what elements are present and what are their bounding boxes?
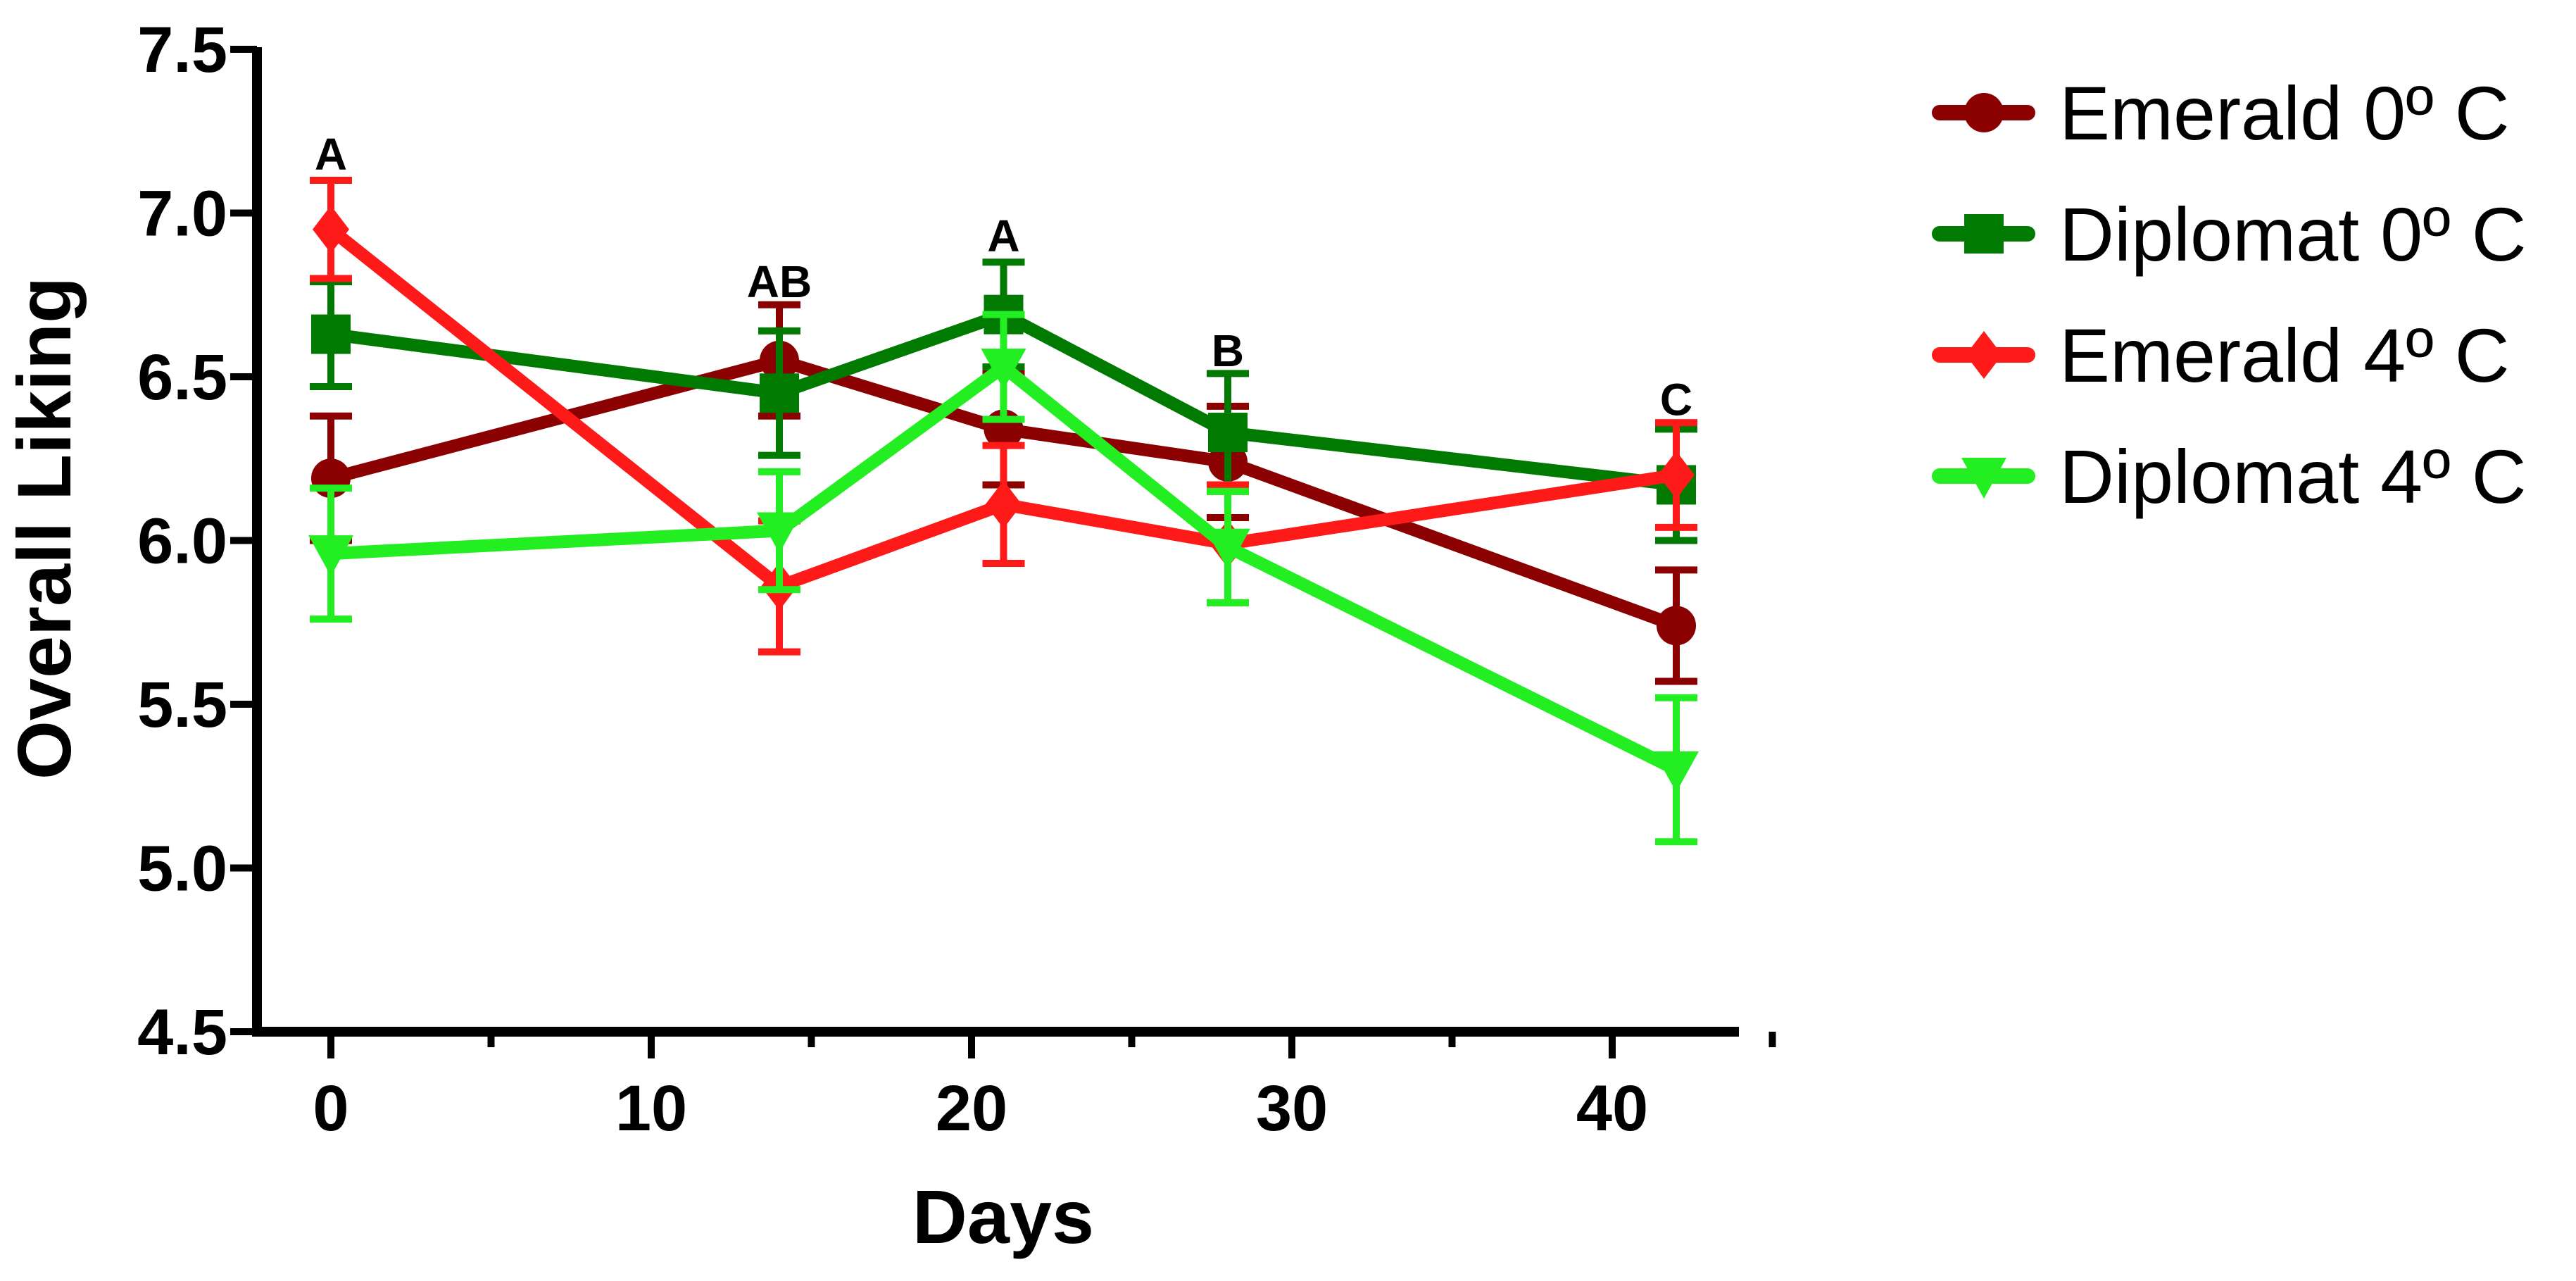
y-tick-label: 6.0 [137,506,227,577]
series-4 [308,311,1699,846]
y-tick-label: 7.5 [137,14,227,86]
significance-label: AB [747,256,812,307]
data-point [981,349,1026,390]
legend-label: Emerald 4º C [2059,313,2510,398]
y-tick-label: 5.5 [137,669,227,741]
data-point [1208,413,1248,453]
legend: Emerald 0º C Diplomat 0º C Emerald 4º C Dip… [1932,70,2527,519]
data-point [1657,606,1696,646]
data-point [311,314,351,354]
significance-label: A [315,129,347,180]
data-point [1654,751,1699,792]
data-point [1205,528,1250,570]
x-tick-label: 30 [1256,1073,1328,1144]
legend-label: Diplomat 4º C [2059,434,2527,519]
legend-entry: Emerald 4º C [1932,313,2510,398]
legend-label: Diplomat 0º C [2059,192,2527,277]
y-tick-label: 6.5 [137,342,227,413]
legend-marker [1964,93,2004,132]
legend-marker [1964,214,2004,254]
data-point [985,480,1022,529]
x-tick-label: 10 [615,1073,687,1144]
legend-marker [1961,458,2006,499]
y-tick-label: 5.0 [137,833,227,905]
x-tick-label: 0 [313,1073,348,1144]
data-point [757,512,802,554]
significance-label: B [1212,325,1244,376]
legend-label: Emerald 0º C [2059,70,2510,156]
legend-entry: Diplomat 4º C [1932,434,2527,519]
y-tick-label: 4.5 [137,996,227,1068]
legend-entry: Diplomat 0º C [1932,192,2527,277]
data-point [308,535,353,577]
axes: 4.5 5.0 5.5 6.0 6.5 7.0 7.5 0 10 20 30 40 [137,14,1776,1144]
series-3 [310,177,1697,656]
data-point [760,373,799,413]
x-tick-label: 40 [1576,1073,1648,1144]
y-axis-title: Overall Liking [1,277,87,780]
significance-label: A [987,211,1019,261]
x-axis-title: Days [912,1174,1094,1259]
data-point [1658,451,1695,499]
series-layer [308,177,1699,846]
data-point [313,205,349,254]
significance-label: C [1660,375,1692,425]
x-tick-label: 20 [936,1073,1007,1144]
y-tick-label: 7.0 [137,178,227,250]
legend-marker [1966,331,2002,379]
legend-entry: Emerald 0º C [1932,70,2510,156]
